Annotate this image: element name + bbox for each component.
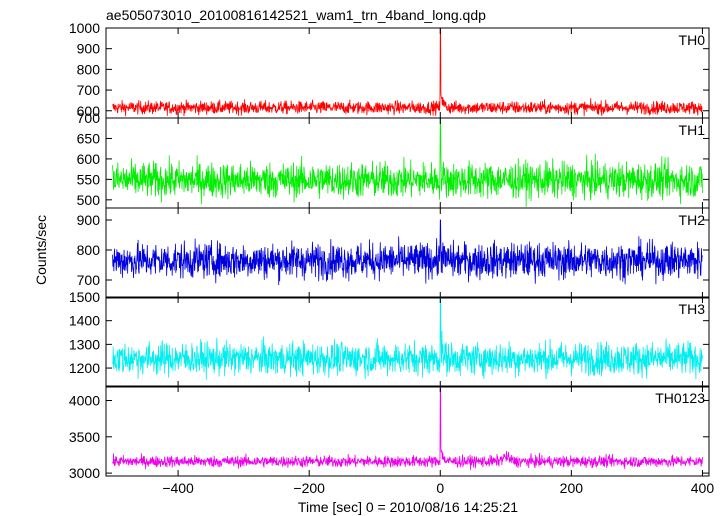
y-tick-label: 900 [77,212,101,228]
y-axis-label: Counts/sec [33,215,49,285]
chart-title: ae505073010_20100816142521_wam1_trn_4ban… [106,7,486,23]
panel-frame [105,207,710,299]
y-tick-label: 500 [77,192,101,208]
x-tick-label: −400 [162,480,194,496]
y-tick-label: 700 [77,110,101,126]
panel-label-th3: TH3 [679,301,706,317]
series-line-th1 [112,118,703,207]
y-tick-label: 1000 [69,20,100,36]
y-tick-label: 1200 [69,360,100,376]
panel-label-th0123: TH0123 [655,390,705,406]
y-tick-label: 700 [77,272,101,288]
y-tick-label: 600 [77,103,101,119]
panels-group: 6007008009001000TH0500550600650700TH1700… [69,20,710,481]
panel-th3: 1200 1300 1400 1500 TH3 [69,289,710,388]
y-tick-label: 3500 [69,429,100,445]
x-axis: −400 −200 0 200 400 [162,480,714,496]
panel-frame [105,385,710,477]
x-tick-label: 400 [691,480,715,496]
y-tick-label: 600 [77,151,101,167]
y-tick-label: 550 [77,171,101,187]
panel-th0123: 3000 3500 4000 TH0123 [69,385,710,481]
series-line-th2 [112,219,703,285]
y-tick-label: 1300 [69,336,100,352]
panel-label-th2: TH2 [679,212,706,228]
y-tick-label: 650 [77,130,101,146]
y-tick-label: 700 [77,82,101,98]
y-tick-label: 1400 [69,313,100,329]
x-tick-label: 200 [560,480,584,496]
x-tick-label: 0 [436,480,444,496]
series-line-th3 [112,297,703,380]
panel-th1: 500 550 600 650 700 TH1 [77,110,710,209]
y-tick-label: 1500 [69,289,100,305]
panel-label-th0: TH0 [679,32,706,48]
panel-frame [105,296,710,388]
panel-label-th1: TH1 [679,122,706,138]
y-tick-label: 800 [77,61,101,77]
panel-th0: 600 700 800 900 1000 TH0 [69,20,710,119]
y-tick-label: 900 [77,41,101,57]
y-tick-label: 800 [77,242,101,258]
series-line-th0 [112,28,703,117]
x-tick-label: −200 [293,480,325,496]
panel-th2: 700 800 900 TH2 [77,207,710,299]
x-axis-label: Time [sec] 0 = 2010/08/16 14:25:21 [298,499,518,515]
y-tick-label: 4000 [69,393,100,409]
series-line-th0123 [112,386,703,471]
y-tick-label: 3000 [69,465,100,481]
